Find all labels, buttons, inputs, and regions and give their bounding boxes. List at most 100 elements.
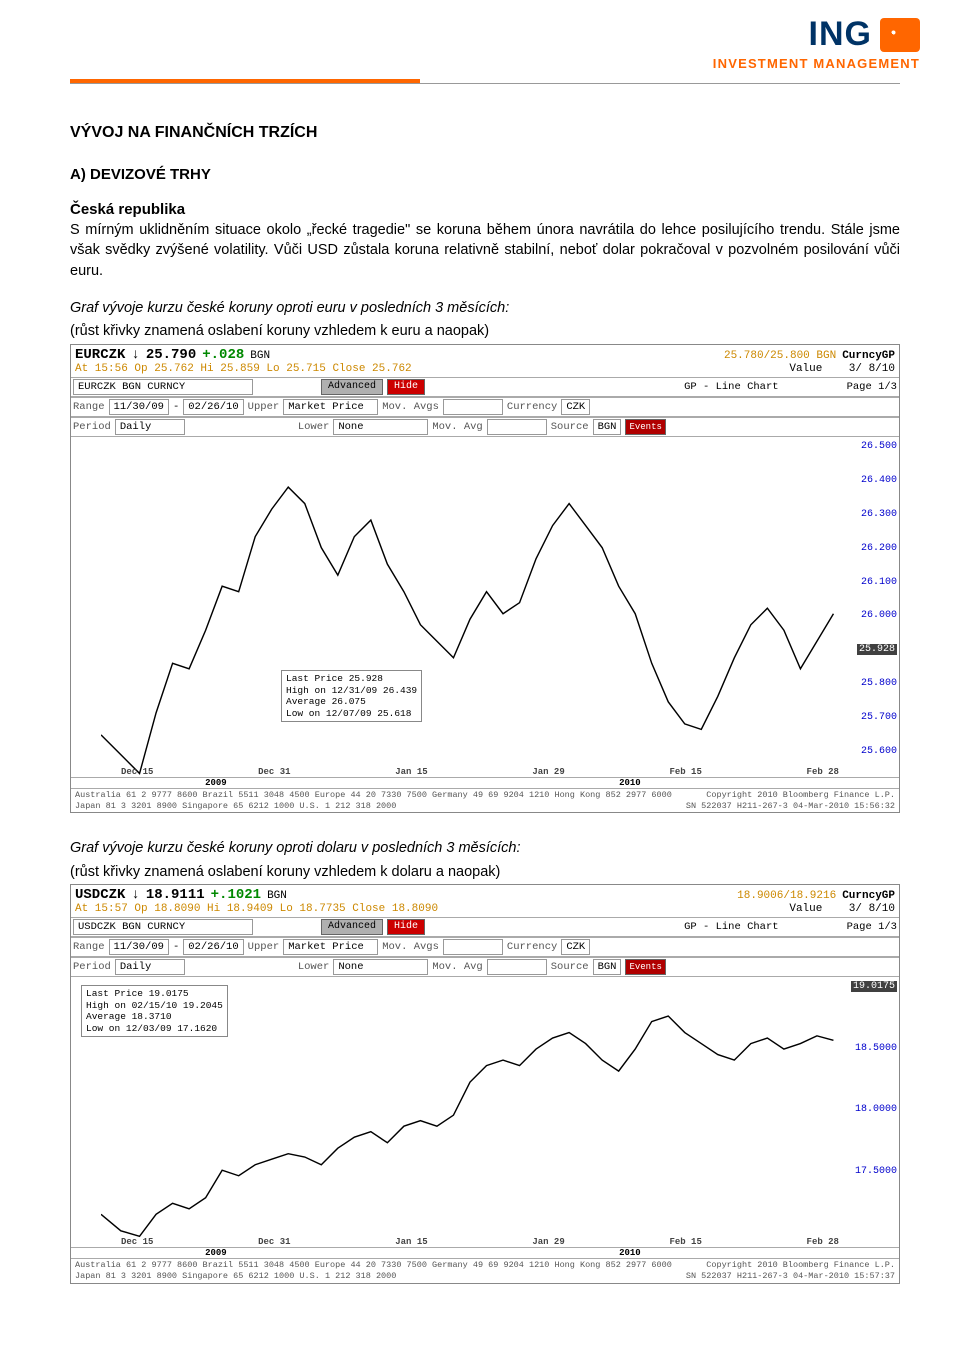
chart2-xtick: Dec 31 <box>258 1237 290 1247</box>
chart2-stats-l3: Average 18.3710 <box>86 1011 223 1022</box>
chart2-footer: Australia 61 2 9777 8600 Brazil 5511 304… <box>71 1258 899 1282</box>
chart1-xtick: Dec 31 <box>258 767 290 777</box>
chart1-curn: CurncyGP <box>842 350 895 362</box>
chart1-xtick: Feb 28 <box>807 767 839 777</box>
chart1-ytick: 26.300 <box>847 509 897 520</box>
chart1-lower-lbl: Lower <box>298 421 330 433</box>
chart2-plot-area: Last Price 19.0175 High on 02/15/10 19.2… <box>71 977 899 1247</box>
chart1-hide-button[interactable]: Hide <box>387 379 425 395</box>
chart1-period-lbl: Period <box>73 421 111 433</box>
chart1-source-lbl: Source <box>551 421 589 433</box>
chart1-xtick: Dec 15 <box>121 767 153 777</box>
chart1-advanced-button[interactable]: Advanced <box>321 379 383 395</box>
chart2-bgn: BGN <box>267 890 287 902</box>
logo-row: ING <box>809 15 920 54</box>
brand-header: ING INVESTMENT MANAGEMENT <box>0 0 960 79</box>
chart2-y-current: 19.0175 <box>851 981 897 992</box>
chart1-ytick: 25.800 <box>847 678 897 689</box>
chart2-events-button[interactable]: Events <box>625 959 665 975</box>
chart2-symbol: USDCZK <box>75 887 125 903</box>
chart1-xtick: Jan 29 <box>532 767 564 777</box>
chart1-stats-box: Last Price 25.928 High on 12/31/09 26.43… <box>281 670 422 722</box>
chart2-arrow: ↓ <box>131 887 139 903</box>
chart2-x-labels: Dec 15 Dec 31 Jan 15 Jan 29 Feb 15 Feb 2… <box>121 1237 839 1247</box>
body-paragraph: S mírným uklidněním situace okolo „řecké… <box>70 220 900 281</box>
chart1-change: +.028 <box>202 347 244 363</box>
chart2-curr-val[interactable]: CZK <box>561 939 590 955</box>
chart2-instrument-field[interactable]: USDCZK BGN CURNCY <box>73 919 253 935</box>
chart1-date: 3/ 8/10 <box>849 363 895 375</box>
chart2-bidask: 18.9006/18.9216 <box>737 890 836 902</box>
chart1-mavg-val[interactable] <box>443 399 503 415</box>
chart1-caption-1: Graf vývoje kurzu české koruny oproti eu… <box>70 299 900 319</box>
chart1-ytick: 25.700 <box>847 712 897 723</box>
chart2-source-val[interactable]: BGN <box>593 959 622 975</box>
chart1-period-val[interactable]: Daily <box>115 419 185 435</box>
chart2-ytick: 18.0000 <box>847 1104 897 1115</box>
country-label: Česká republika <box>70 201 900 218</box>
chart2-xtick: Jan 15 <box>395 1237 427 1247</box>
chart2-upper-val[interactable]: Market Price <box>283 939 378 955</box>
chart2-mavg2-val[interactable] <box>487 959 547 975</box>
chart1-source-val[interactable]: BGN <box>593 419 622 435</box>
brand-subtitle: INVESTMENT MANAGEMENT <box>713 56 920 71</box>
chart1-ohlc: At 15:56 Op 25.762 Hi 25.859 Lo 25.715 C… <box>75 363 412 375</box>
chart1-upper-lbl: Upper <box>248 401 280 413</box>
chart1-range-lbl: Range <box>73 401 105 413</box>
chart2-range-from[interactable]: 11/30/09 <box>109 939 169 955</box>
chart2-period-val[interactable]: Daily <box>115 959 185 975</box>
chart2-value-lbl: Value <box>789 903 822 915</box>
chart1-upper-val[interactable]: Market Price <box>283 399 378 415</box>
chart2-xtick: Feb 28 <box>807 1237 839 1247</box>
chart2-mavg-val[interactable] <box>443 939 503 955</box>
chart2-range-to[interactable]: 02/26/10 <box>183 939 243 955</box>
chart2-y-labels: 19.0175 18.5000 18.0000 17.5000 <box>847 981 897 1227</box>
chart1-line-svg <box>101 443 839 795</box>
chart2-xtick: Dec 15 <box>121 1237 153 1247</box>
chart2-advanced-button[interactable]: Advanced <box>321 919 383 935</box>
chart2-hide-button[interactable]: Hide <box>387 919 425 935</box>
chart2-period-lbl: Period <box>73 961 111 973</box>
chart1-ytick: 26.000 <box>847 610 897 621</box>
chart2-container: USDCZK ↓ 18.9111 +.1021 BGN 18.9006/18.9… <box>70 884 900 1283</box>
chart2-controls-1: USDCZK BGN CURNCY Advanced Hide GP - Lin… <box>71 917 899 937</box>
chart1-mavg2-val[interactable] <box>487 419 547 435</box>
chart1-bgn: BGN <box>250 350 270 362</box>
chart2-title-row: USDCZK ↓ 18.9111 +.1021 BGN 18.9006/18.9… <box>71 885 899 903</box>
chart2-ohlc-row: At 15:57 Op 18.8090 Hi 18.9409 Lo 18.773… <box>71 903 899 917</box>
chart2-gp-label: GP - Line Chart <box>684 921 779 933</box>
chart2-range-lbl: Range <box>73 941 105 953</box>
chart1-instrument-field[interactable]: EURCZK BGN CURNCY <box>73 379 253 395</box>
chart1-range-to[interactable]: 02/26/10 <box>183 399 243 415</box>
chart2-stats-l4: Low on 12/03/09 17.1620 <box>86 1023 223 1034</box>
chart1-value-lbl: Value <box>789 363 822 375</box>
chart1-line-path <box>101 487 833 773</box>
chart1-stats-l4: Low on 12/07/09 25.618 <box>286 708 417 719</box>
chart1-container: EURCZK ↓ 25.790 +.028 BGN 25.780/25.800 … <box>70 344 900 813</box>
chart2-mavg-lbl: Mov. Avgs <box>382 941 439 953</box>
chart2-controls-2: Range 11/30/09 - 02/26/10 Upper Market P… <box>71 937 899 957</box>
chart1-ytick: 26.100 <box>847 577 897 588</box>
page-title: VÝVOJ NA FINANČNÍCH TRZÍCH <box>70 124 900 142</box>
chart2-footer-right: Copyright 2010 Bloomberg Finance L.P. SN… <box>686 1260 895 1281</box>
brand-name: ING <box>809 15 872 54</box>
chart1-lower-val[interactable]: None <box>333 419 428 435</box>
chart1-controls-2: Range 11/30/09 - 02/26/10 Upper Market P… <box>71 397 899 417</box>
chart2-lower-val[interactable]: None <box>333 959 428 975</box>
chart1-curr-val[interactable]: CZK <box>561 399 590 415</box>
chart2-stats-box: Last Price 19.0175 High on 02/15/10 19.2… <box>81 985 228 1037</box>
chart1-title-row: EURCZK ↓ 25.790 +.028 BGN 25.780/25.800 … <box>71 345 899 363</box>
chart1-controls-3: Period Daily Lower None Mov. Avg Source … <box>71 417 899 437</box>
chart1-page-label: Page 1/3 <box>847 381 897 393</box>
chart2-ytick: 17.5000 <box>847 1166 897 1177</box>
chart1-controls-1: EURCZK BGN CURNCY Advanced Hide GP - Lin… <box>71 377 899 397</box>
chart1-events-button[interactable]: Events <box>625 419 665 435</box>
chart1-xtick: Feb 15 <box>669 767 701 777</box>
chart2-change: +.1021 <box>211 887 261 903</box>
chart2-caption-1: Graf vývoje kurzu české koruny oproti do… <box>70 839 900 859</box>
chart1-bidask: 25.780/25.800 BGN <box>724 350 836 362</box>
chart2-xtick: Feb 15 <box>669 1237 701 1247</box>
chart1-ytick: 26.200 <box>847 543 897 554</box>
chart1-range-from[interactable]: 11/30/09 <box>109 399 169 415</box>
chart2-mavg2-lbl: Mov. Avg <box>432 961 482 973</box>
